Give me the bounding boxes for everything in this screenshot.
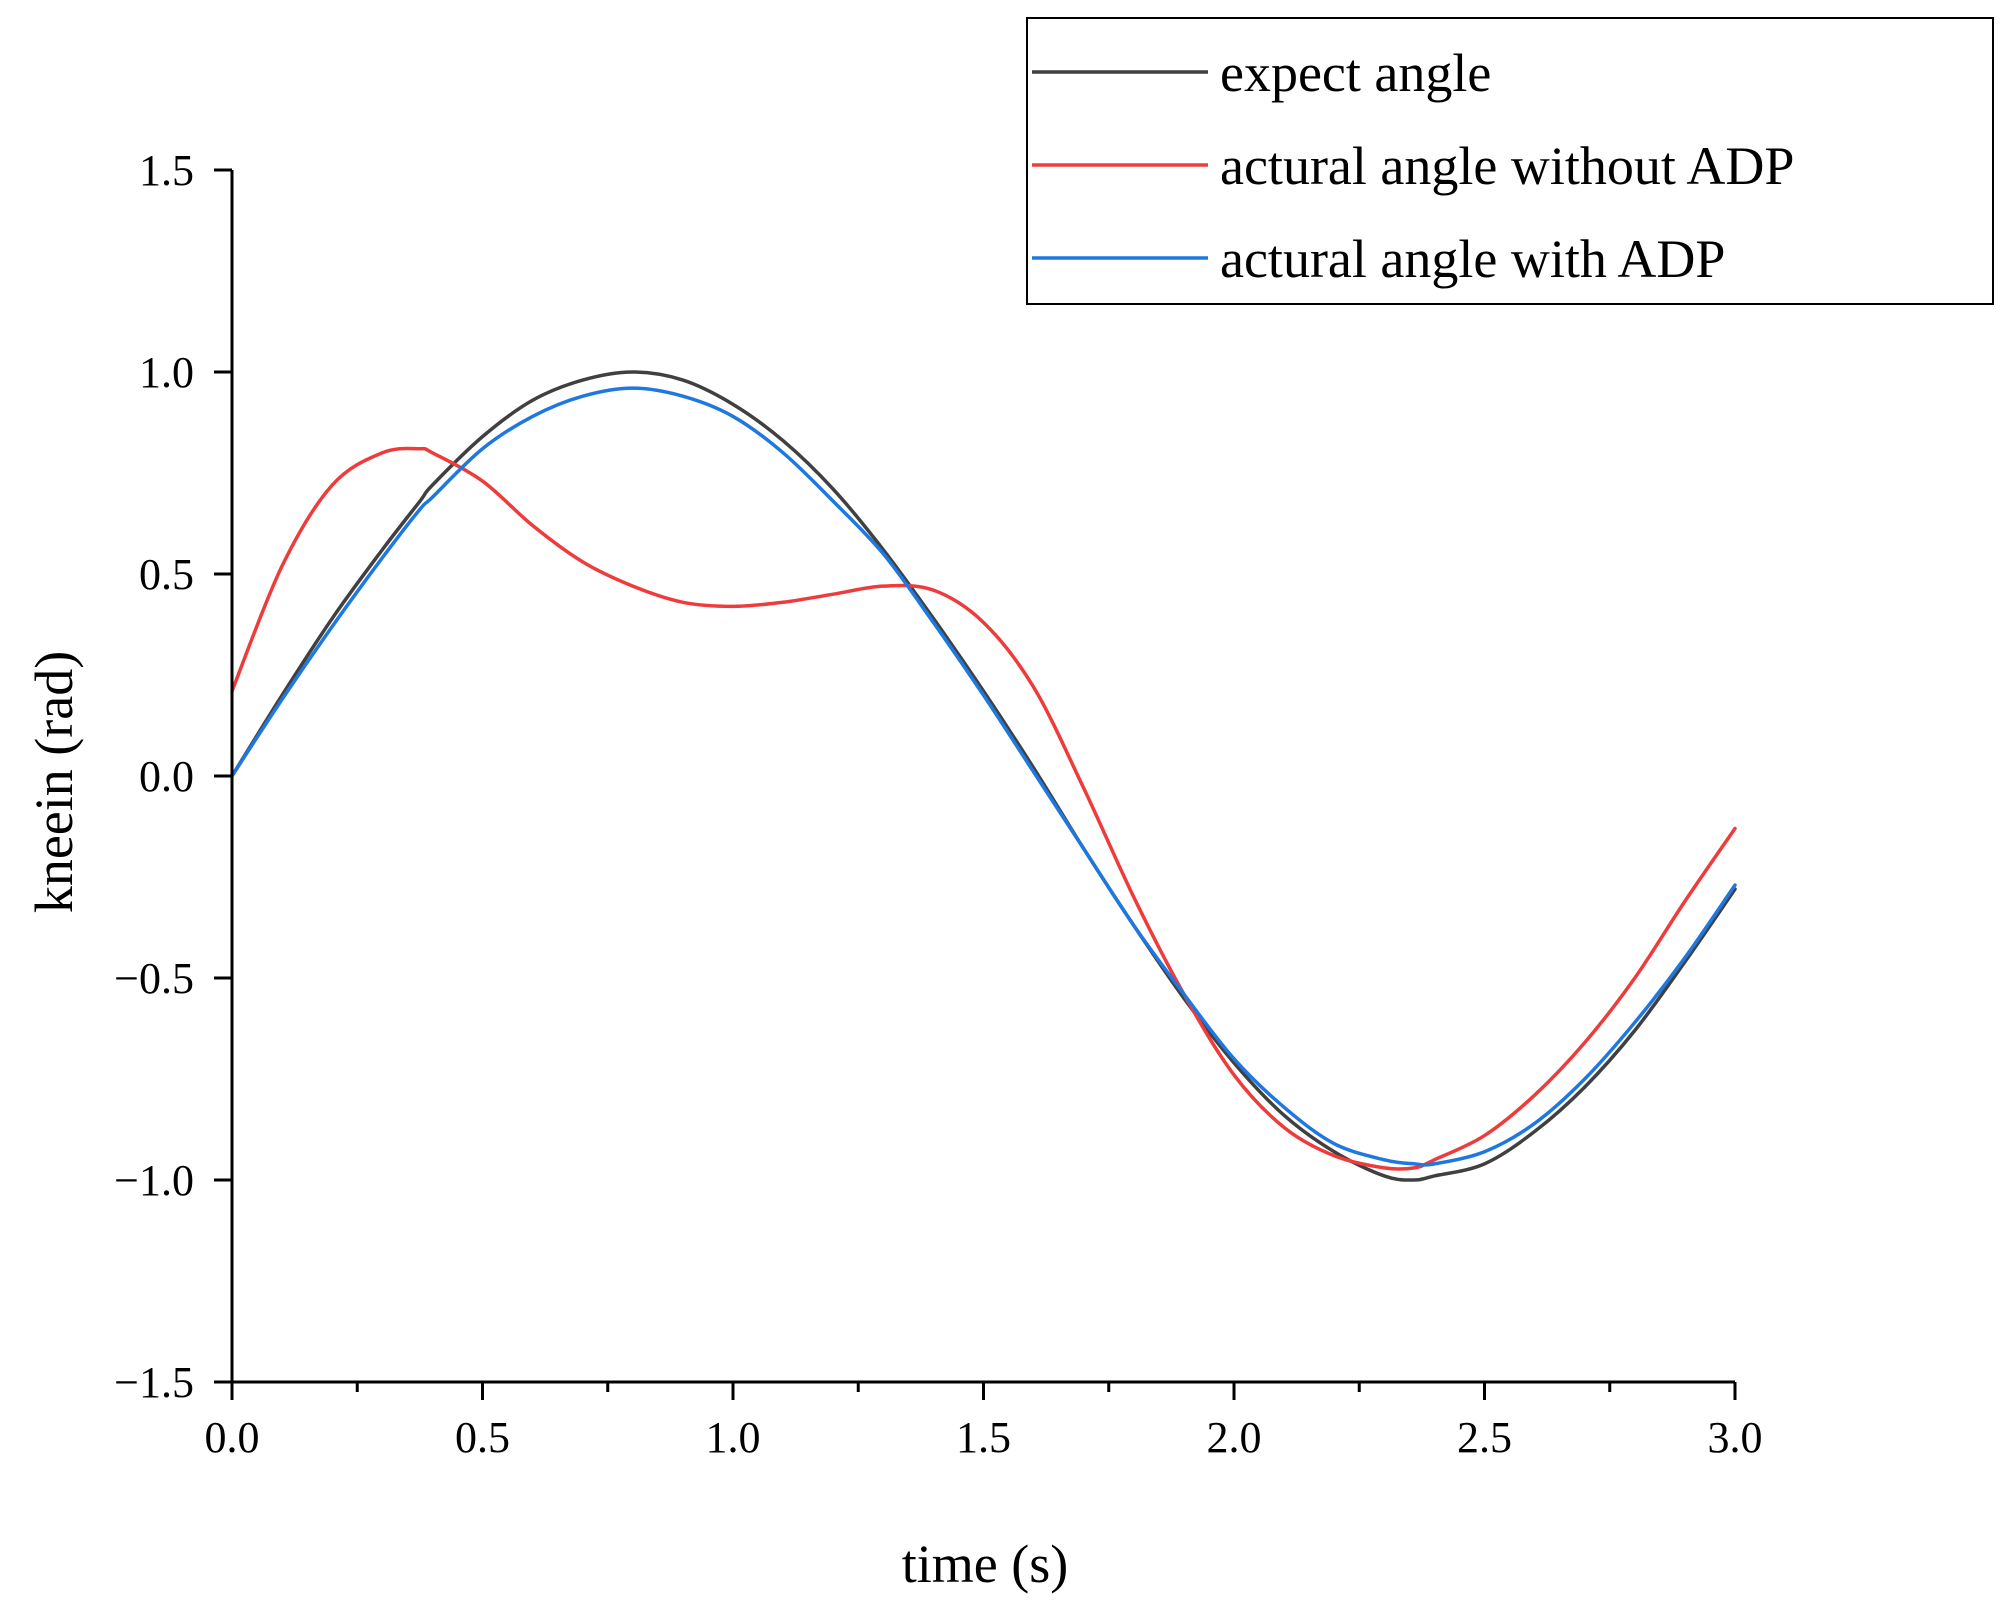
series-layer [230,370,1737,1182]
legend-label-3: actural angle with ADP [1220,229,1725,289]
y-axis-title: kneein (rad) [24,651,84,913]
y-tick-label: 0.0 [139,752,194,801]
series-line-2 [230,446,1737,1171]
y-tick-label: 0.5 [139,550,194,599]
legend-label-1: expect angle [1220,43,1491,103]
y-tick-label: −0.5 [114,954,194,1003]
x-tick-label: 1.5 [956,1413,1011,1462]
x-tick-label: 0.5 [455,1413,510,1462]
x-tick-label: 1.0 [706,1413,761,1462]
legend-label-2: actural angle without ADP [1220,136,1794,196]
legend-items: expect angle actural angle without ADP act… [1032,43,1794,289]
y-tick-label: −1.0 [114,1156,194,1205]
axes [230,170,1735,1384]
y-tick-label: −1.5 [114,1358,194,1407]
x-tick-label: 3.0 [1708,1413,1763,1462]
series-line-3 [230,386,1737,1167]
x-axis-title: time (s) [902,1534,1068,1594]
x-tick-label: 2.0 [1207,1413,1262,1462]
ticks: 0.0 0.5 1.0 1.5 2.0 2.5 3.0 1.5 1.0 0.5 0.0 −0.5 −1.… [114,146,1762,1462]
y-tick-label: 1.0 [139,348,194,397]
y-tick-label: 1.5 [139,146,194,195]
legend: expect angle actural angle without ADP act… [1026,17,1994,305]
series-line-1 [230,370,1737,1182]
x-tick-label: 0.0 [205,1413,260,1462]
x-tick-label: 2.5 [1457,1413,1512,1462]
